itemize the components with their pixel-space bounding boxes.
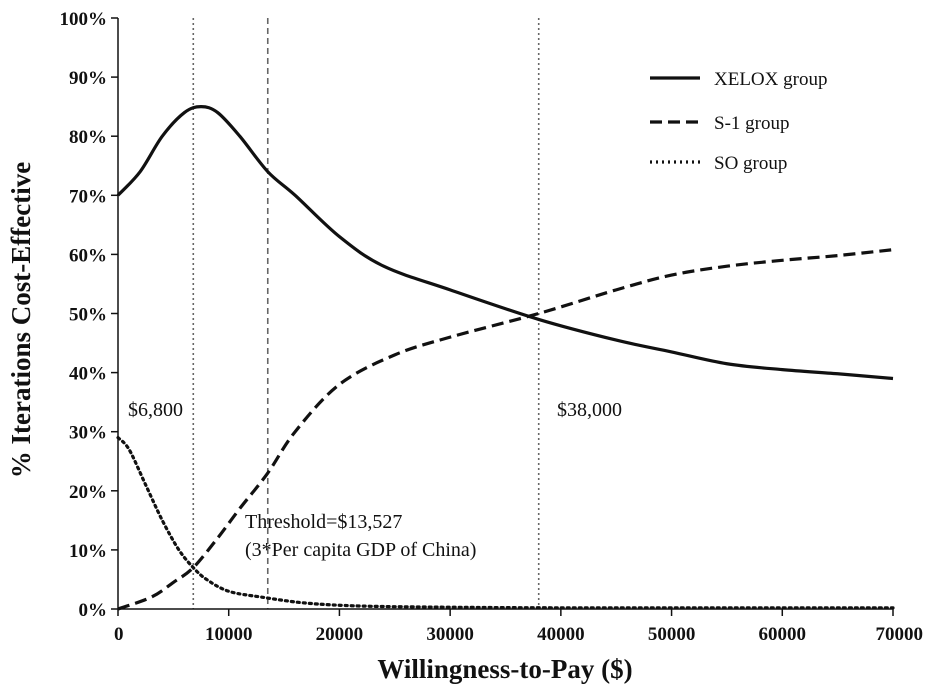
ref-label-38000: $38,000 (557, 399, 622, 421)
x-tick-label: 50000 (648, 624, 696, 645)
y-tick-label: 40% (69, 364, 107, 385)
y-tick-label: 70% (69, 186, 107, 207)
ref-label-6800: $6,800 (128, 399, 183, 421)
x-tick-label: 60000 (759, 624, 807, 645)
x-axis-title: Willingness-to-Pay ($) (377, 654, 632, 684)
y-tick-label: 10% (69, 541, 107, 562)
x-tick-label: 40000 (537, 624, 585, 645)
y-tick-label: 50% (69, 305, 107, 326)
y-tick-label: 20% (69, 482, 107, 503)
y-tick-label: 0% (79, 600, 108, 621)
threshold-annotation: Threshold=$13,527 (245, 511, 402, 533)
legend-label-so: SO group (714, 153, 787, 174)
x-tick-label: 0 (114, 624, 124, 645)
legend-label-s1: S-1 group (714, 113, 789, 134)
y-axis-title: % Iterations Cost-Effective (6, 162, 36, 478)
series-line-1 (117, 248, 894, 611)
legend: XELOX group S-1 group SO group (650, 69, 827, 174)
y-tick-label: 60% (69, 245, 107, 266)
x-tick-label: 10000 (205, 624, 253, 645)
x-tick-label: 30000 (426, 624, 474, 645)
y-tick-label: 90% (69, 68, 107, 89)
y-tick-label: 100% (60, 9, 108, 30)
series-line-0 (116, 105, 894, 381)
y-tick-label: 80% (69, 127, 107, 148)
y-tick-label: 30% (69, 423, 107, 444)
threshold-annotation-note: (3*Per capita GDP of China) (245, 539, 476, 561)
series-line-2 (116, 436, 895, 610)
legend-label-xelox: XELOX group (714, 69, 827, 90)
x-tick-label: 70000 (876, 624, 924, 645)
x-tick-label: 20000 (316, 624, 364, 645)
